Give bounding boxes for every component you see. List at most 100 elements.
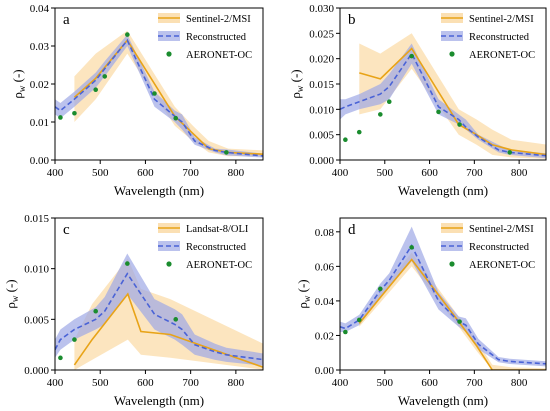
aeronet-point [224,150,229,155]
aeronet-point [545,363,546,365]
aeronet-point [72,110,77,116]
y-label-symbol: ρ [288,92,303,99]
legend-label: AERONET-OC [186,260,252,271]
y-tick-label: 0.010 [309,104,334,116]
legend-label: Landsat-8/OLI [186,224,249,235]
y-tick-label: 0.03 [30,41,50,53]
legend-label: Reconstructed [469,242,530,253]
x-tick-label: 600 [421,377,438,389]
legend-aeronet-marker [166,51,172,57]
legend-label: AERONET-OC [469,50,535,61]
satellite-line [358,258,546,370]
legend-label: AERONET-OC [469,260,535,271]
aeronet-point [356,317,362,323]
aeronet-point [102,74,108,79]
aeronet-point [436,109,441,115]
x-tick-label: 700 [182,167,199,179]
aeronet-point [262,366,263,368]
y-label-unit: (-) [10,69,25,85]
y-label-symbol: ρ [3,302,18,309]
aeronet-point [409,53,414,59]
x-tick-label: 600 [137,167,154,179]
x-tick-label: 800 [228,377,245,389]
panel-a: 400 500 600 700 800 0.00 0.01 0.02 0.03 0.04 Wavel… [10,3,264,198]
legend-aeronet-marker [449,261,455,267]
y-tick-label: 0.02 [30,79,49,91]
legend-aeronet-marker [449,51,455,57]
x-tick-label: 400 [332,377,349,389]
legend-label: Reconstructed [186,242,247,253]
panel-c: 400 500 600 700 800 0.000 0.005 0.010 0.015 Wavel… [3,213,264,408]
reconstructed-uncertainty-band [340,43,546,159]
y-label-unit: (-) [295,279,310,295]
aeronet-point [409,245,414,250]
plot-area [340,33,546,159]
axes-frame [54,217,264,371]
x-tick-label: 800 [511,377,528,389]
aeronet-point [72,337,77,342]
x-tick-label: 400 [47,377,64,389]
aeronet-point [125,32,130,37]
y-axis-label: ρw (-) [295,279,312,308]
panel-b: 400 500 600 700 800 0.000 0.005 0.010 0.015 0.020… [288,3,547,198]
y-axis-label: ρw (-) [10,69,27,98]
legend: Sentinel-2/MSI Reconstructed AERONET-OC [441,13,535,61]
legend-label: Reconstructed [186,32,247,43]
satellite-line [73,292,263,369]
satellite-line [359,47,546,156]
x-axis-label: Wavelength (nm) [398,393,488,408]
x-tick-label: 400 [47,167,64,179]
panel-letter: a [63,12,70,28]
plot-area [340,226,546,370]
y-tick-label: 0.010 [24,264,49,276]
reconstructed-uncertainty-band [55,253,263,366]
plot-area [55,30,263,158]
x-tick-label: 800 [511,167,528,179]
y-label-subscript: w [302,295,312,302]
y-tick-label: 0.01 [30,117,49,129]
y-tick-label: 0.030 [309,3,334,15]
y-tick-label: 0.000 [309,155,334,167]
y-axis-label: ρw (-) [3,279,20,308]
aeronet-point [173,115,179,121]
aeronet-point [93,308,98,314]
aeronet-point [125,261,130,266]
aeronet-point [58,355,63,361]
y-label-unit: (-) [288,69,303,85]
legend-label: Sentinel-2/MSI [469,224,534,235]
aeronet-point [457,319,462,324]
aeronet-point [173,317,179,322]
y-label-subscript: w [10,295,20,302]
y-axis-label: ρw (-) [288,69,305,98]
aeronet-point [58,115,63,120]
y-label-unit: (-) [3,279,18,295]
y-tick-label: 0.005 [24,314,49,326]
x-tick-label: 500 [92,167,109,179]
x-tick-label: 700 [182,377,199,389]
panel-letter: d [348,222,356,238]
x-axis-label: Wavelength (nm) [114,183,204,198]
aeronet-point [343,137,348,143]
legend: Sentinel-2/MSI Reconstructed AERONET-OC [441,223,535,271]
y-tick-label: 0.08 [315,227,335,239]
y-tick-label: 0.020 [309,54,334,66]
axes-frame [339,217,547,371]
aeronet-point [93,87,98,92]
x-tick-label: 600 [421,167,438,179]
legend: Sentinel-2/MSI Reconstructed AERONET-OC [158,13,252,61]
y-label-subscript: w [17,85,27,92]
y-tick-label: 0.02 [315,330,334,342]
reconstructed-line [55,38,263,157]
y-tick-label: 0.00 [315,365,335,377]
y-label-symbol: ρ [10,92,25,99]
reconstructed-line [55,272,263,361]
y-tick-label: 0.025 [309,28,334,40]
y-tick-label: 0.005 [309,130,334,142]
legend: Landsat-8/OLI Reconstructed AERONET-OC [158,223,252,271]
aeronet-point [378,112,383,117]
aeronet-point [343,329,348,335]
aeronet-point [545,155,546,157]
x-axis-label: Wavelength (nm) [398,183,488,198]
y-tick-label: 0.015 [24,213,49,225]
